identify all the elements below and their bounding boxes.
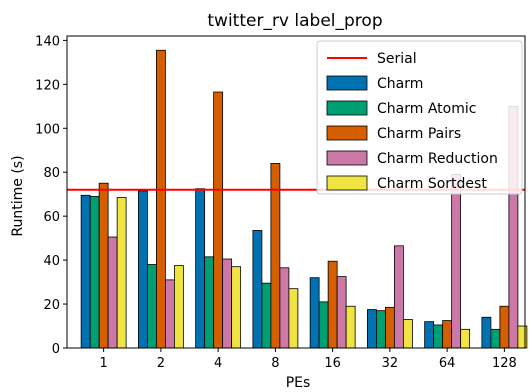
bar-charm-pairs-pe-64 — [442, 320, 453, 349]
bar-charm-atomic-pe-1 — [89, 195, 100, 349]
y-tick-label: 60 — [43, 210, 60, 225]
bar-charm-atomic-pe-16 — [318, 301, 329, 349]
x-tick-label: 128 — [492, 356, 517, 371]
legend-label: Charm Pairs — [377, 126, 461, 142]
y-tick-label: 140 — [35, 34, 60, 49]
legend-swatch-charm-reduction — [326, 150, 368, 166]
legend-swatch-charm-pairs — [326, 125, 368, 141]
legend-swatch-charm-atomic — [326, 100, 368, 116]
legend-label: Charm Atomic — [377, 101, 476, 117]
bar-charm-sortdest-pe-2 — [173, 265, 184, 349]
legend-label: Charm Reduction — [377, 151, 498, 167]
x-axis-label: PEs — [286, 375, 311, 391]
legend-label: Charm — [377, 76, 423, 92]
bar-charm-pairs-pe-16 — [327, 260, 338, 349]
bar-charm-reduction-pe-32 — [393, 245, 404, 349]
x-tick-label: 16 — [324, 356, 341, 371]
bar-charm-pe-64 — [424, 321, 435, 349]
bar-charm-pe-128 — [481, 316, 492, 349]
bar-charm-pe-4 — [195, 188, 206, 349]
bar-charm-sortdest-pe-64 — [460, 328, 471, 349]
bar-charm-reduction-pe-64 — [451, 174, 462, 349]
legend-label: Charm Sortdest — [377, 176, 487, 192]
bar-charm-pe-32 — [366, 309, 377, 349]
bar-charm-pairs-pe-1 — [98, 182, 109, 349]
bar-charm-sortdest-pe-4 — [231, 266, 242, 349]
legend: Serial Charm Charm Atomic Charm Pairs Charm … — [316, 40, 523, 195]
y-axis-label: Runtime (s) — [10, 155, 26, 236]
bar-charm-reduction-pe-8 — [279, 267, 290, 349]
plot-frame — [66, 35, 526, 349]
bar-charm-pairs-pe-8 — [270, 163, 281, 349]
x-tick-label: 64 — [439, 356, 456, 371]
chart-title: twitter_rv label_prop — [207, 11, 382, 31]
y-tick-label: 120 — [35, 78, 60, 93]
bar-charm-sortdest-pe-128 — [517, 325, 528, 349]
bar-charm-sortdest-pe-8 — [288, 288, 299, 349]
bar-charm-sortdest-pe-32 — [402, 319, 413, 349]
bar-charm-pe-8 — [252, 230, 263, 349]
bar-charm-pairs-pe-32 — [384, 306, 395, 349]
bar-charm-atomic-pe-8 — [261, 282, 272, 349]
y-tick-label: 20 — [43, 298, 60, 313]
legend-box — [316, 40, 523, 195]
x-tick-label: 4 — [214, 356, 222, 371]
legend-label: Serial — [377, 51, 417, 67]
bar-charm-atomic-pe-128 — [490, 328, 501, 349]
bar-charm-atomic-pe-2 — [146, 264, 157, 349]
bar-charm-sortdest-pe-1 — [116, 197, 127, 349]
bar-charm-reduction-pe-2 — [164, 279, 175, 349]
bar-charm-pairs-pe-128 — [499, 305, 510, 349]
bar-charm-pe-16 — [309, 277, 320, 349]
bar-charm-reduction-pe-1 — [107, 236, 118, 349]
y-tick-label: 80 — [43, 166, 60, 181]
bar-charm-atomic-pe-64 — [433, 324, 444, 349]
bar-charm-pe-1 — [80, 194, 91, 349]
y-tick-label: 0 — [52, 342, 60, 357]
x-tick-label: 8 — [271, 356, 279, 371]
bar-charm-atomic-pe-4 — [204, 256, 215, 349]
bars-group — [80, 49, 528, 349]
bar-charm-pairs-pe-4 — [213, 91, 224, 349]
bar-charm-reduction-pe-4 — [222, 258, 233, 349]
y-tick-label: 100 — [35, 122, 60, 137]
x-tick-label: 2 — [157, 356, 165, 371]
x-tick-label: 32 — [382, 356, 399, 371]
bar-charm-pe-2 — [137, 190, 148, 349]
bar-charm-reduction-pe-16 — [336, 276, 347, 349]
legend-swatch-charm-sortdest — [326, 175, 368, 191]
bar-charm-sortdest-pe-16 — [345, 305, 356, 349]
y-tick-label: 40 — [43, 254, 60, 269]
legend-swatch-charm — [326, 75, 368, 91]
bar-charm-atomic-pe-32 — [375, 310, 386, 349]
bar-charm-pairs-pe-2 — [155, 49, 166, 349]
x-tick-label: 1 — [99, 356, 107, 371]
axes-group: 0 20 40 60 80 100 120 140 1 2 4 8 16 32 64 128 — [35, 34, 526, 371]
